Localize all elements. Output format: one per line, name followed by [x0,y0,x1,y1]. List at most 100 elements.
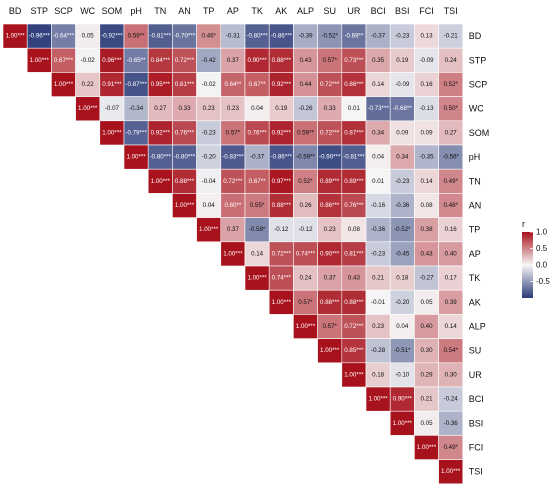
heatmap-cell [414,435,439,460]
cell-value-label: 0.52* [443,81,458,88]
heatmap-cell [220,72,246,97]
cell-value-label: 0.74*** [272,275,292,282]
cell-value-label: -0.26 [298,105,313,112]
heatmap-cell [341,168,367,194]
heatmap-cell [51,47,76,73]
heatmap-cell [293,241,318,267]
cell-value-label: 1.00*** [78,105,98,112]
heatmap-cell [341,217,367,243]
cell-value-label: -0.68** [393,105,413,112]
heatmap-cell [317,72,343,97]
cell-value-label: 0.88*** [272,202,292,209]
heatmap-cell [244,168,270,194]
heatmap-cell [414,314,439,339]
heatmap-cell [244,217,270,243]
cell-value-label: 0.81*** [175,81,195,88]
cell-value-label: 0.72*** [320,129,340,136]
heatmap-cell [317,265,343,291]
cell-value-label: 0.27 [445,129,458,136]
cell-value-label: -0.86*** [271,154,293,161]
legend-tick-label: -0.5 [536,277,550,286]
cell-value-label: -0.28 [371,347,386,354]
heatmap-cell [365,265,391,291]
cell-value-label: -0.73*** [367,105,389,112]
cell-value-label: 0.97*** [272,178,292,185]
cell-value-label: 1.00*** [247,275,267,282]
heatmap-cell [341,120,367,146]
heatmap-cell [438,96,464,122]
cell-value-label: 0.72*** [344,323,364,330]
cell-value-label: -0.80*** [150,154,172,161]
cell-value-label: 0.43 [348,275,361,282]
cell-value-label: 0.52* [298,178,313,185]
cell-value-label: 0.19 [275,105,288,112]
cell-value-label: 0.43 [420,250,433,257]
heatmap-cell [244,144,270,170]
heatmap-cell [389,168,415,194]
cell-value-label: -0.39 [298,33,313,40]
heatmap-cell [389,241,415,267]
heatmap-cell [341,362,367,388]
heatmap-cell [293,120,318,146]
column-label: BD [9,6,22,16]
cell-value-label: 0.08 [348,226,361,233]
row-label: AP [469,249,481,259]
cell-value-label: 0.23 [227,105,240,112]
heatmap-cell [75,96,101,122]
row-label: SCP [469,80,488,90]
cell-value-label: 0.21 [420,396,433,403]
heatmap-cell [220,217,246,243]
heatmap-cell [438,23,464,49]
column-label: WC [80,6,95,16]
column-label: BCI [371,6,386,16]
row-label: UR [469,370,482,380]
cell-value-label: -0.10 [395,371,410,378]
heatmap-cell [99,47,125,73]
cell-value-label: -0.70*** [174,33,196,40]
heatmap-cell [99,96,125,122]
heatmap-cell [51,72,76,97]
cell-value-label: 0.34 [372,129,385,136]
heatmap-cell [365,193,391,218]
cell-value-label: -0.79*** [125,129,147,136]
cell-value-label: -0.23 [395,33,410,40]
cell-value-label: -0.34 [129,105,144,112]
heatmap-cell [365,314,391,339]
cell-value-label: 0.57* [322,323,337,330]
cell-value-label: 0.72*** [272,250,292,257]
cell-value-label: 0.33 [178,105,191,112]
cell-value-label: -0.56* [442,154,459,161]
heatmap-cell [414,72,439,97]
cell-value-label: 0.26 [299,202,312,209]
heatmap-cell [389,289,415,315]
cell-value-label: -0.09 [419,57,434,64]
column-label: SU [323,6,336,16]
heatmap-cell [220,168,246,194]
cell-value-label: 1.00*** [417,444,437,451]
cell-value-label: -0.65** [127,57,147,64]
row-label: TN [469,176,481,186]
heatmap-cell [438,144,464,170]
heatmap-cell [268,168,294,194]
cell-value-label: -0.52* [394,226,411,233]
cell-value-label: 0.04 [396,323,409,330]
cell-value-label: 0.76*** [175,129,195,136]
column-label: UR [347,6,360,16]
cell-value-label: 0.95*** [151,81,171,88]
cell-value-label: 0.55* [250,202,265,209]
cell-value-label: 0.35 [372,57,385,64]
cell-value-label: 0.14 [420,178,433,185]
heatmap-cell [220,120,246,146]
cell-value-label: -0.07 [105,105,120,112]
cell-value-label: 0.22 [82,81,95,88]
cell-value-label: 0.88*** [344,299,364,306]
cell-value-label: 0.29 [420,371,433,378]
cell-value-label: 0.24 [445,57,458,64]
cell-value-label: -0.27 [419,275,434,282]
cell-value-label: 0.60** [224,202,241,209]
heatmap-cell [438,265,464,291]
heatmap-cell [293,193,318,218]
row-label: BD [469,31,482,41]
cell-value-label: 0.30 [445,371,458,378]
cell-value-label: 0.57* [226,129,241,136]
